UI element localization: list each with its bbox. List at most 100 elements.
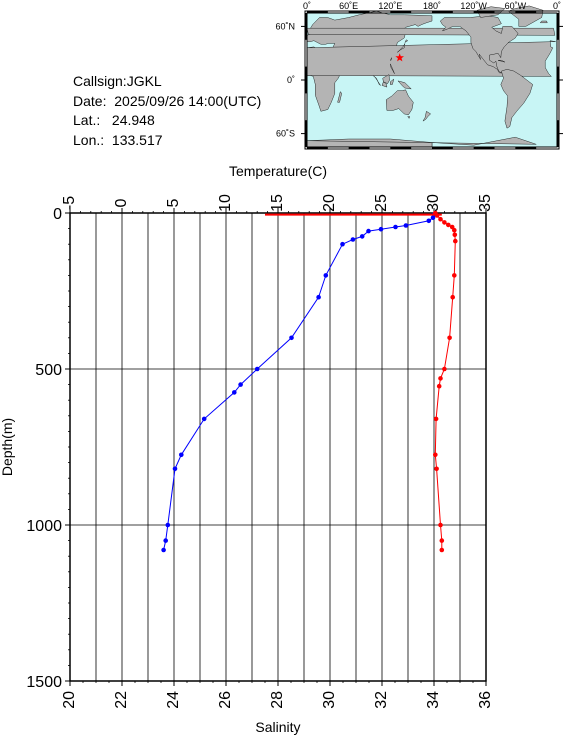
temperature-point-8 (350, 237, 356, 242)
salinity-tick-label: 30 (321, 691, 338, 709)
land-mass-11 (397, 43, 406, 53)
depth-tick-label: 1000 (26, 518, 62, 535)
salinity-point-18 (438, 522, 443, 528)
land-mass-10 (389, 57, 392, 61)
salinity-tick-label: 22 (113, 691, 130, 709)
map-lat-label: 0˚ (287, 75, 295, 85)
land-mass-22 (539, 20, 548, 23)
map-border-right-4 (557, 120, 559, 147)
land-mass-12 (404, 39, 409, 44)
map-border-top-6 (432, 11, 453, 13)
map-border-bottom-10 (515, 147, 537, 149)
temperature-point-19 (165, 522, 171, 528)
salinity-tick-label: 26 (217, 691, 234, 709)
lon-value: 133.517 (111, 131, 163, 148)
land-mass-7 (390, 78, 395, 85)
salinity-point-6 (452, 227, 457, 233)
depth-tick-label: 500 (35, 362, 62, 379)
salinity-point-13 (438, 376, 443, 381)
callsign-text: Callsign:JGKL (73, 73, 162, 89)
land-mass-20 (500, 69, 533, 129)
salinity-point-17 (434, 466, 439, 472)
salinity-point-9 (452, 273, 457, 278)
temperature-point-9 (340, 241, 345, 247)
salinity-point-20 (439, 547, 445, 553)
temperature-tick-label: 5 (165, 198, 182, 207)
land-mass-15 (422, 110, 431, 122)
temperature-tick-label: 20 (321, 194, 338, 212)
salinity-point-19 (439, 538, 445, 543)
temperature-point-10 (323, 273, 329, 278)
map-border-left-2 (305, 66, 307, 94)
salinity-tick-label: 20 (61, 691, 78, 709)
temperature-point-17 (179, 452, 184, 458)
temperature-point-12 (289, 335, 294, 341)
land-mass-21 (497, 60, 505, 63)
map-lon-label: 120˚E (378, 1, 402, 11)
temperature-tick-label: 30 (425, 194, 442, 212)
map-border-bottom-0 (307, 147, 328, 149)
temperature-point-2 (426, 218, 432, 224)
map-border-left-4 (305, 120, 307, 147)
map-border-top-0 (307, 11, 328, 13)
salinity-point-7 (452, 232, 458, 238)
salinity-point-2 (438, 216, 443, 222)
temperature-point-16 (201, 416, 207, 422)
land-mass-13 (385, 89, 414, 116)
land-mass-4 (372, 75, 381, 86)
map-border-bottom-2 (348, 147, 370, 149)
map-border-top-10 (515, 11, 537, 13)
temperature-tick-label: 10 (217, 194, 234, 212)
temperature-point-21 (161, 547, 166, 553)
date-value: 2025/09/26 14:00(UTC) (114, 92, 262, 109)
land-mass-5 (381, 81, 388, 88)
map-border-bottom-4 (390, 147, 412, 149)
salinity-point-8 (453, 238, 458, 244)
temperature-point-20 (163, 538, 168, 543)
lon-label: Lon.: (73, 131, 105, 148)
depth-tick-label: 1500 (26, 674, 62, 691)
salinity-tick-label: 34 (425, 691, 442, 709)
map-lat-label: 60˚S (276, 129, 295, 139)
salinity-tick-label: 28 (269, 691, 286, 709)
date-row: Date: 2025/09/26 14:00(UTC) (73, 92, 261, 112)
depth-axis-label: Depth(m) (0, 418, 15, 476)
map-border-right-2 (557, 66, 559, 94)
map-border-top-4 (390, 11, 412, 13)
temperature-point-1 (430, 215, 436, 220)
map-lat-label: 60˚N (275, 21, 295, 31)
depth-tick-label: 0 (53, 206, 62, 223)
world-map: 0˚ 60˚E 120˚E 180˚ 120˚W 60˚W 0˚ 60˚N 0˚ 60˚S (275, 1, 563, 150)
map-lon-label: 120˚W (460, 1, 487, 11)
lat-row: Lat.: 24.948 (73, 111, 261, 131)
map-border-left-0 (305, 13, 307, 40)
map-lon-label: 60˚W (505, 1, 527, 11)
map-border-top-2 (348, 11, 370, 13)
temperature-tick-label: 15 (269, 194, 286, 212)
temperature-point-14 (238, 382, 243, 387)
station-info: Callsign:JGKL Date: 2025/09/26 14:00(UTC… (73, 72, 261, 150)
land-mass-17 (440, 15, 519, 74)
land-mass-6 (382, 74, 390, 84)
temperature-tick-label: -5 (61, 196, 78, 210)
lat-label: Lat.: (73, 112, 101, 128)
land-mass-16 (337, 91, 342, 103)
temperature-axis-label: Temperature(C) (229, 163, 327, 179)
temperature-point-18 (172, 466, 178, 472)
temperature-tick-label: 0 (113, 198, 130, 207)
salinity-tick-label: 24 (165, 691, 182, 709)
salinity-point-3 (442, 220, 447, 225)
temperature-point-4 (393, 224, 398, 230)
map-border-bottom-8 (473, 147, 495, 149)
salinity-point-11 (447, 335, 452, 341)
map-border-bottom-6 (432, 147, 453, 149)
lat-value: 24.948 (111, 112, 155, 128)
temperature-point-13 (254, 366, 260, 372)
salinity-point-14 (436, 383, 442, 389)
salinity-point-10 (450, 294, 456, 300)
land-mass-9 (390, 63, 395, 74)
map-lon-label: 60˚E (339, 1, 358, 11)
salinity-series-line-1 (434, 212, 456, 550)
temperature-point-15 (232, 390, 237, 395)
